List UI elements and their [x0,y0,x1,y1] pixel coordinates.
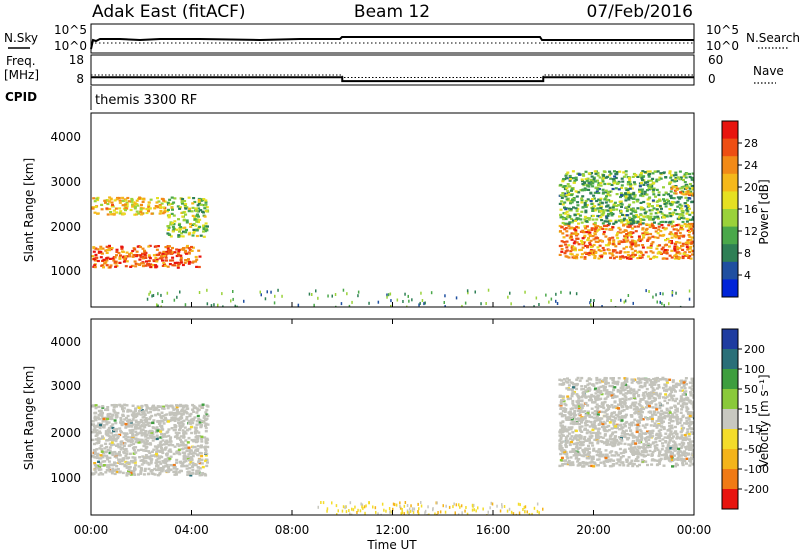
freq-tick-high: 18 [69,53,84,67]
power-feature-0 [91,244,202,269]
power-colorbar-swatch-5 [722,209,738,228]
power-feature-5 [670,185,694,197]
velocity-colorbar-swatch-1 [722,349,738,370]
velocity-ylabel: Slant Range [km] [22,366,36,470]
freq-series [91,76,694,83]
velocity-colorbar-tick-label-4: -15 [744,423,762,436]
vel-ytick-1000: 1000 [50,471,81,485]
x-tick-label-3: 12:00 [375,523,410,537]
velocity-colorbar-tick-label-2: 50 [744,383,758,396]
radar-title: Adak East (fitACF) [92,2,246,22]
vel-ytick-2000: 2000 [50,426,81,440]
x-tick-label-6: 00:00 [677,523,712,537]
power-feature-2 [166,196,210,238]
velocity-colorbar-swatch-8 [722,489,738,510]
x-tick-label-4: 16:00 [476,523,511,537]
power-colorbar-swatch-6 [722,226,738,245]
velocity-colorbar-tick-label-3: 15 [744,403,758,416]
power-colorbar-tick-label-0: 28 [744,137,758,150]
x-tick-label-5: 20:00 [576,523,611,537]
freq-label-2: [MHz] [4,68,39,82]
x-tick-label-0: 00:00 [74,523,109,537]
velocity-colorbar-tick-label-6: -100 [744,463,769,476]
power-feature-4 [558,170,694,225]
freq-label-1: Freq. [6,54,36,68]
vel-ytick-4000: 4000 [50,335,81,349]
cpid-label: CPID [5,90,37,104]
nave-tick-high: 60 [708,53,723,67]
nsky-series [90,36,694,50]
power-colorbar-tick-label-2: 20 [744,181,758,194]
velocity-colorbar-swatch-6 [722,449,738,470]
freq-tick-low: 8 [76,72,84,86]
power-colorbar-tick-label-5: 8 [744,247,751,260]
power-colorbar-swatch-7 [722,244,738,263]
velocity-colorbar-label: Velocity [m s⁻¹] [757,374,771,467]
velocity-feature-1 [558,376,694,468]
nave-series [91,74,694,78]
velocity-feature-2 [317,501,544,515]
power-colorbar: 28 24 20 16 12 8 4 [721,120,758,298]
nsky-panel [90,23,695,54]
vel-ytick-3000: 3000 [50,379,81,393]
velocity-colorbar-frame [721,328,739,510]
nsky-tick-high: 10^5 [54,23,87,37]
power-colorbar-tick-label-4: 12 [744,225,758,238]
nsearch-label: N.Search [746,31,800,45]
velocity-heatmap [90,318,695,516]
power-colorbar-swatch-9 [722,279,738,298]
velocity-colorbar-swatch-3 [722,389,738,410]
power-colorbar-tick-label-6: 4 [744,269,751,282]
power-feature-3 [558,222,694,260]
power-ytick-2000: 2000 [50,220,81,234]
power-colorbar-swatch-1 [722,138,738,157]
power-feature-6 [146,288,691,307]
nsky-label: N.Sky [4,31,38,45]
power-colorbar-swatch-4 [722,191,738,210]
velocity-colorbar-swatch-4 [722,409,738,430]
velocity-colorbar-swatch-5 [722,429,738,450]
power-colorbar-swatch-8 [722,261,738,280]
power-colorbar-swatch-0 [722,121,738,140]
power-colorbar-tick-label-3: 16 [744,203,758,216]
velocity-colorbar-swatch-0 [722,329,738,350]
velocity-colorbar-tick-label-1: 100 [744,363,765,376]
power-ytick-4000: 4000 [50,130,81,144]
nave-label: Nave [753,64,784,78]
nsearch-tick-low: 10^0 [706,39,739,53]
power-ytick-1000: 1000 [50,264,81,278]
x-tick-label-1: 04:00 [174,523,209,537]
velocity-colorbar-tick-label-7: -200 [744,483,769,496]
power-feature-1 [91,196,170,216]
x-tick-label-2: 08:00 [275,523,310,537]
date-label: 07/Feb/2016 [587,2,693,22]
x-axis-label: Time UT [366,538,417,552]
nave-tick-low: 0 [708,72,716,86]
velocity-colorbar-tick-label-0: 200 [744,343,765,356]
power-colorbar-tick-label-1: 24 [744,159,758,172]
power-colorbar-swatch-2 [722,156,738,175]
power-heatmap [90,112,695,308]
cpid-value: themis 3300 RF [95,93,197,108]
velocity-colorbar: 200 100 50 15 -15 -50 -100 -200 [721,328,769,510]
power-ytick-3000: 3000 [50,175,81,189]
power-colorbar-swatch-3 [722,173,738,192]
power-colorbar-label: Power [dB] [757,179,771,244]
freq-panel [90,54,695,86]
velocity-colorbar-tick-label-5: -50 [744,443,762,456]
nsky-tick-low: 10^0 [54,39,87,53]
power-ylabel: Slant Range [km] [22,158,36,262]
beam-label: Beam 12 [354,2,430,22]
velocity-feature-0 [91,403,210,477]
nsearch-tick-high: 10^5 [706,23,739,37]
x-axis-ticks: 00:00 04:00 08:00 12:00 16:00 20:00 00:00 [74,302,712,537]
velocity-colorbar-swatch-7 [722,469,738,490]
velocity-colorbar-swatch-2 [722,369,738,390]
